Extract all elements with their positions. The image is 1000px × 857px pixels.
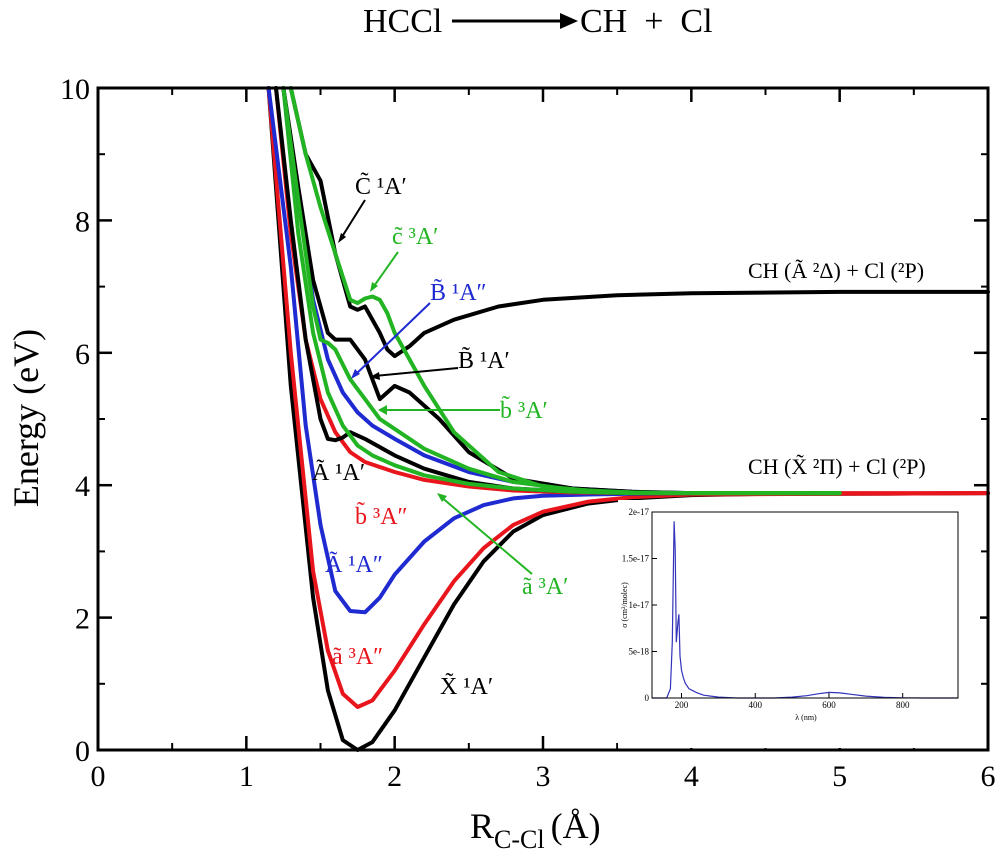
curve-label-b1a-dprime: B̃ ¹A″ bbox=[430, 278, 487, 306]
x-tick-label: 1 bbox=[239, 760, 254, 793]
curve-label-c3a-prime: c̃ ³A′ bbox=[392, 224, 438, 250]
title-products: CH + Cl bbox=[580, 3, 713, 40]
x-tick-label: 0 bbox=[91, 760, 106, 793]
x-tick-label: 3 bbox=[536, 760, 551, 793]
arrow-c3a-prime bbox=[371, 251, 399, 290]
arrow-head-b1a-dprime-icon bbox=[351, 369, 360, 379]
inset-x-tick-label: 400 bbox=[748, 700, 762, 710]
arrow-a3a-prime bbox=[439, 495, 533, 575]
x-tick-label: 5 bbox=[832, 760, 847, 793]
inset-x-tick-label: 600 bbox=[822, 700, 836, 710]
x-axis-title-unit: (Å) bbox=[551, 806, 601, 846]
y-tick-label: 4 bbox=[75, 470, 90, 503]
curve-label-a1a-dprime: Ã ¹A″ bbox=[325, 552, 383, 578]
curve-5 bbox=[281, 86, 842, 496]
curve-label-b1a-prime: B̃ ¹A′ bbox=[458, 346, 510, 374]
inset-spectrum: 200 400 600 800 0 5e-18 1e-17 1.5e-17 2e-17 σ (c… bbox=[618, 500, 980, 748]
curve-label-a1a-prime: Ã ¹A′ bbox=[312, 460, 365, 486]
curve-label-b3a-dprime: b̃ ³A″ bbox=[355, 501, 408, 530]
title-reactant: HCCl bbox=[363, 3, 442, 40]
asymptote-label-lower: CH (X̃ ²Π) + Cl (²P) bbox=[748, 454, 926, 479]
y-tick-label: 0 bbox=[75, 735, 90, 768]
inset-x-axis-title: λ (nm) bbox=[795, 713, 817, 722]
arrow-head-c1a-prime-icon bbox=[338, 233, 346, 243]
inset-content: 200 400 600 800 0 5e-18 1e-17 1.5e-17 2e-17 bbox=[622, 507, 958, 710]
curve-label-x1a-prime: X̃ ¹A′ bbox=[440, 672, 493, 700]
curve-8 bbox=[281, 86, 842, 496]
x-axis-title-sub: C-Cl bbox=[494, 825, 545, 854]
inset-y-tick-label: 1.5e-17 bbox=[622, 554, 650, 564]
arrow-head-c3a-prime-icon bbox=[370, 282, 378, 292]
curve-label-a3a-prime: ã ³A′ bbox=[522, 574, 568, 600]
x-axis-title-main: R bbox=[470, 806, 494, 846]
arrow-b1a-prime bbox=[373, 367, 459, 377]
arrow-head-a3a-prime-icon bbox=[437, 493, 447, 502]
curve-2 bbox=[266, 86, 694, 615]
curve-label-a3a-dprime: ã ³A″ bbox=[332, 644, 383, 670]
inset-y-tick-label: 2e-17 bbox=[629, 507, 650, 517]
y-tick-label: 10 bbox=[60, 73, 90, 106]
x-tick-label: 4 bbox=[684, 760, 699, 793]
inset-x-tick-label: 800 bbox=[896, 700, 910, 710]
plot-frame bbox=[96, 86, 990, 752]
asymptote-label-upper: CH (Ã ²Δ) + Cl (²P) bbox=[748, 258, 924, 283]
arrow-c1a-prime bbox=[339, 199, 366, 241]
inset-y-tick-label: 5e-18 bbox=[629, 647, 650, 657]
inset-y-tick-label: 1e-17 bbox=[629, 600, 650, 610]
arrow-b1a-dprime bbox=[353, 302, 431, 377]
curve-label-b3a-prime: b̃ ³A′ bbox=[500, 395, 548, 424]
inset-y-axis-title: σ (cm²/molec) bbox=[620, 582, 629, 628]
curve-9 bbox=[288, 86, 990, 359]
inset-frame bbox=[651, 511, 959, 699]
arrow-head-b3a-prime-icon bbox=[378, 405, 387, 415]
title-arrow-icon bbox=[560, 13, 578, 29]
arrow-head-b1a-prime-icon bbox=[370, 372, 380, 380]
x-tick-label: 6 bbox=[981, 760, 996, 793]
curve-4 bbox=[274, 86, 842, 496]
y-tick-label: 2 bbox=[75, 603, 90, 636]
y-tick-label: 6 bbox=[75, 338, 90, 371]
x-axis-title: RC-Cl (Å) bbox=[470, 806, 601, 854]
curve-1 bbox=[266, 86, 990, 709]
y-tick-label: 8 bbox=[75, 205, 90, 238]
chart-title: HCCl CH + Cl bbox=[363, 3, 713, 40]
curve-10 bbox=[288, 86, 842, 496]
y-axis-title: Energy (eV) bbox=[6, 329, 46, 507]
inset-y-tick-label: 0 bbox=[645, 693, 650, 703]
inset-spectrum-line bbox=[652, 521, 958, 699]
curve-label-c1a-prime: C̃ ¹A′ bbox=[355, 172, 407, 200]
label-arrows bbox=[338, 199, 533, 575]
curve-series bbox=[266, 86, 990, 752]
inset-x-tick-label: 200 bbox=[675, 700, 689, 710]
x-tick-label: 2 bbox=[387, 760, 402, 793]
